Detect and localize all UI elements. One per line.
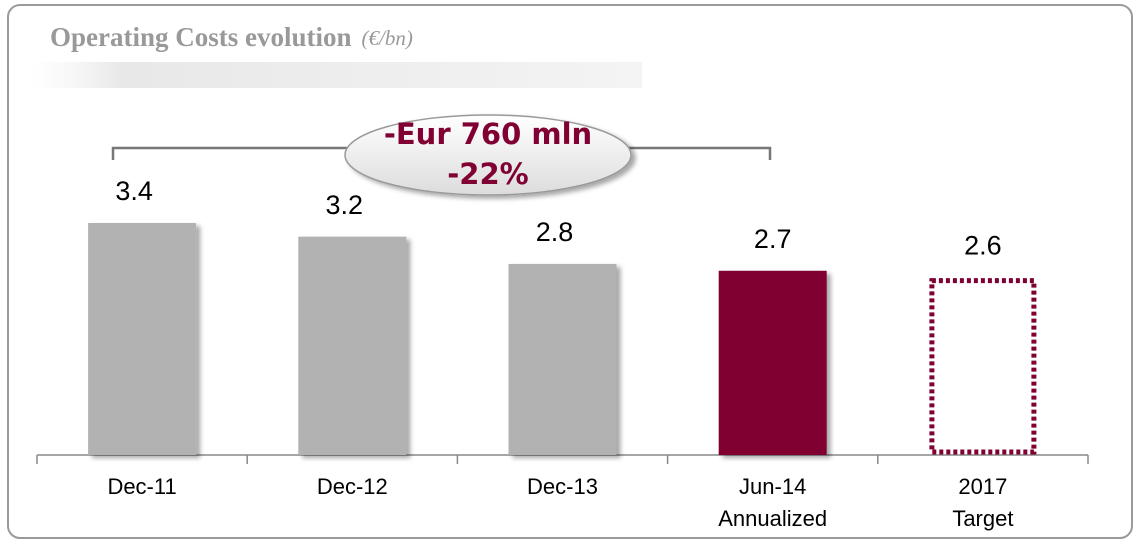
bar <box>88 223 197 455</box>
value-label: 2.8 <box>536 217 574 247</box>
x-tick-label: 2017 <box>958 474 1007 499</box>
chart-title: Operating Costs evolution <box>50 22 352 52</box>
x-tick-label: Annualized <box>718 506 827 531</box>
value-label: 2.7 <box>754 224 792 254</box>
value-label: 3.2 <box>326 190 364 220</box>
bar <box>929 278 1037 455</box>
chart-subtitle: (€/bn) <box>362 26 413 50</box>
x-tick-label: Jun-14 <box>739 474 806 499</box>
x-tick-label: Dec-11 <box>107 474 176 499</box>
title-band <box>30 62 642 88</box>
annotation-bubble <box>344 114 632 196</box>
x-tick-label: Dec-12 <box>317 474 388 499</box>
x-tick-label: Dec-13 <box>527 474 598 499</box>
bar <box>508 263 617 455</box>
bar <box>298 236 407 455</box>
annotation: -Eur 760 mln <box>384 117 592 151</box>
title-group: Operating Costs evolution (€/bn) <box>50 22 413 52</box>
value-label: 2.6 <box>964 231 1002 261</box>
annotation: -22% <box>447 157 528 191</box>
bar <box>718 270 827 455</box>
plot: 3.4 Dec-11 3.2 Dec-12 2.8 Dec-13 2.7 Jun-14 Annu… <box>36 176 1089 531</box>
value-label: 3.4 <box>115 176 153 206</box>
x-tick-label: Target <box>952 506 1013 531</box>
